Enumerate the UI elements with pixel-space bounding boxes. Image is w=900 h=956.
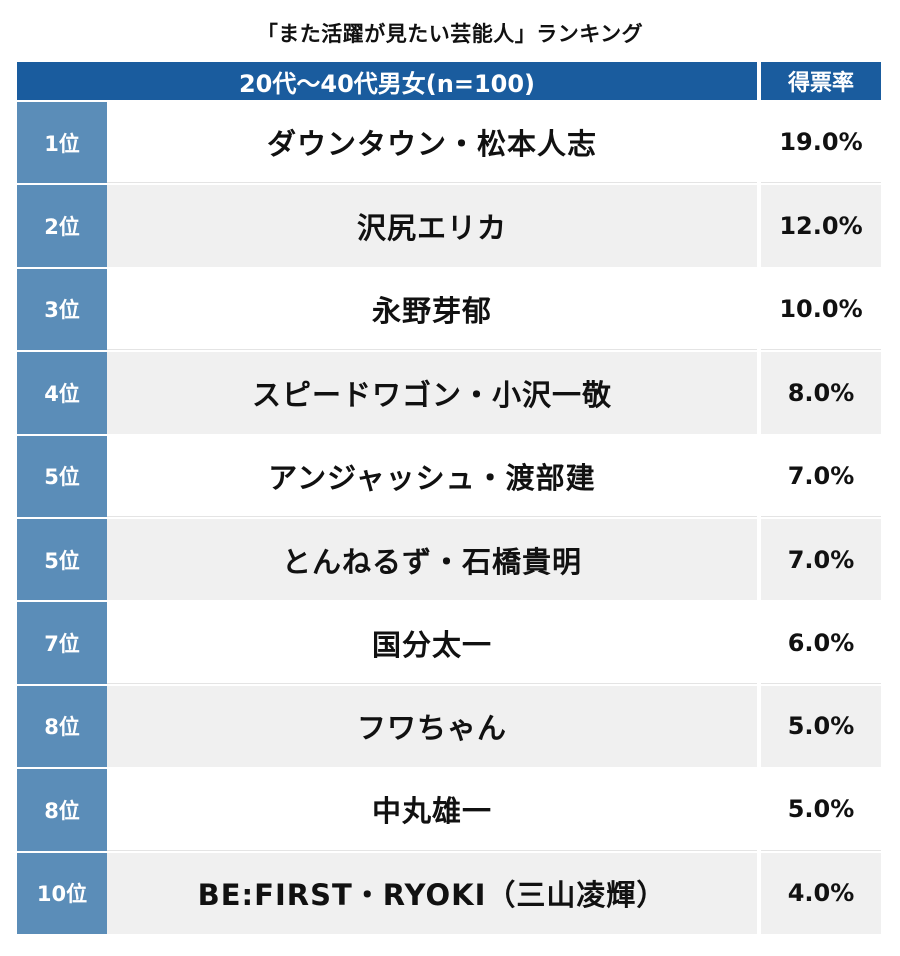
name-cell: BE:FIRST・RYOKI（三山凌輝）	[107, 852, 757, 934]
table-header: 20代〜40代男女(n=100) 得票率	[17, 62, 881, 100]
table-row: 8位 フワちゃん 5.0%	[17, 683, 881, 768]
rate-cell: 5.0%	[761, 685, 881, 768]
table-row: 10位 BE:FIRST・RYOKI（三山凌輝） 4.0%	[17, 850, 881, 934]
rank-cell: 1位	[17, 102, 107, 184]
rank-cell: 4位	[17, 352, 107, 434]
rank-cell: 2位	[17, 185, 107, 267]
name-cell: 沢尻エリカ	[107, 185, 757, 267]
column-divider	[757, 602, 761, 684]
column-divider	[757, 685, 761, 768]
column-divider	[757, 102, 761, 184]
name-cell: 中丸雄一	[107, 769, 757, 851]
page-title: 「また活躍が見たい芸能人」ランキング	[256, 22, 644, 46]
column-divider	[757, 435, 761, 517]
column-divider	[757, 769, 761, 851]
rate-cell: 10.0%	[761, 268, 881, 351]
name-cell: とんねるず・石橋貴明	[107, 518, 757, 601]
table-row: 2位 沢尻エリカ 12.0%	[17, 183, 881, 267]
name-cell: フワちゃん	[107, 685, 757, 768]
rank-cell: 5位	[17, 518, 107, 601]
column-divider	[757, 268, 761, 351]
table-row: 5位 アンジャッシュ・渡部建 7.0%	[17, 433, 881, 517]
rate-cell: 8.0%	[761, 352, 881, 434]
rate-cell: 12.0%	[761, 185, 881, 267]
rank-cell: 8位	[17, 769, 107, 851]
rate-header: 得票率	[761, 62, 881, 100]
table-row: 5位 とんねるず・石橋貴明 7.0%	[17, 516, 881, 601]
rate-cell: 5.0%	[761, 769, 881, 851]
column-divider	[757, 352, 761, 434]
rate-cell: 4.0%	[761, 852, 881, 934]
table-row: 8位 中丸雄一 5.0%	[17, 767, 881, 851]
rank-cell: 10位	[17, 852, 107, 934]
name-cell: 国分太一	[107, 602, 757, 684]
name-cell: アンジャッシュ・渡部建	[107, 435, 757, 517]
rank-cell: 7位	[17, 602, 107, 684]
name-cell: 永野芽郁	[107, 268, 757, 351]
table-row: 7位 国分太一 6.0%	[17, 600, 881, 684]
name-cell: ダウンタウン・松本人志	[107, 102, 757, 184]
ranking-table: 20代〜40代男女(n=100) 得票率 1位 ダウンタウン・松本人志 19.0…	[17, 62, 881, 934]
name-cell: スピードワゴン・小沢一敬	[107, 352, 757, 434]
rate-cell: 7.0%	[761, 435, 881, 517]
rate-cell: 19.0%	[761, 102, 881, 184]
column-divider	[757, 852, 761, 934]
column-divider	[757, 185, 761, 267]
header-divider	[757, 62, 761, 100]
table-row: 1位 ダウンタウン・松本人志 19.0%	[17, 100, 881, 184]
column-divider	[757, 518, 761, 601]
rank-cell: 8位	[17, 685, 107, 768]
rank-cell: 5位	[17, 435, 107, 517]
table-row: 3位 永野芽郁 10.0%	[17, 266, 881, 351]
rank-cell: 3位	[17, 268, 107, 351]
segment-header: 20代〜40代男女(n=100)	[17, 62, 757, 100]
rate-cell: 6.0%	[761, 602, 881, 684]
table-row: 4位 スピードワゴン・小沢一敬 8.0%	[17, 350, 881, 434]
rate-cell: 7.0%	[761, 518, 881, 601]
